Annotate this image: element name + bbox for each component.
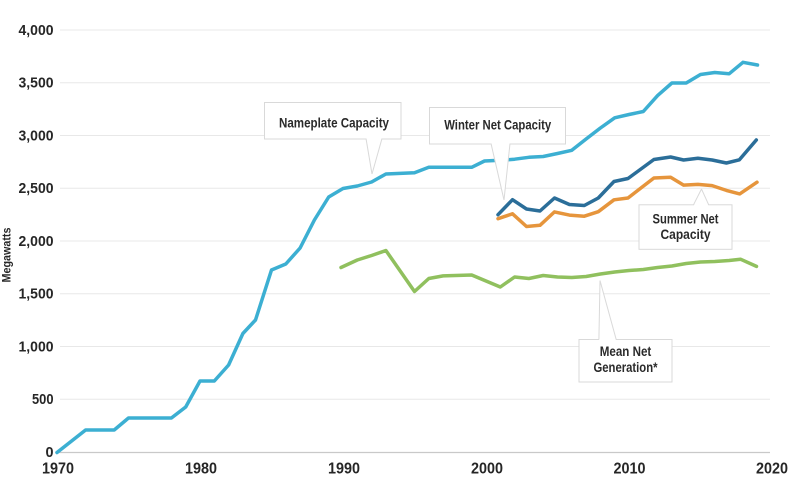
svg-text:Megawatts: Megawatts [0, 227, 13, 282]
svg-text:1990: 1990 [328, 461, 360, 478]
svg-text:4,000: 4,000 [19, 22, 54, 39]
svg-text:2020: 2020 [756, 461, 788, 478]
svg-text:500: 500 [32, 391, 54, 408]
svg-text:Generation*: Generation* [594, 359, 658, 375]
svg-text:Mean Net: Mean Net [600, 343, 652, 359]
svg-text:Winter Net Capacity: Winter Net Capacity [444, 117, 551, 133]
svg-text:1970: 1970 [42, 461, 74, 478]
svg-text:3,000: 3,000 [19, 127, 54, 144]
svg-text:1,000: 1,000 [19, 338, 54, 355]
svg-text:2000: 2000 [471, 461, 503, 478]
svg-text:0: 0 [46, 444, 54, 461]
svg-text:2,000: 2,000 [19, 233, 54, 250]
svg-text:3,500: 3,500 [19, 75, 54, 92]
svg-text:2010: 2010 [614, 461, 646, 478]
svg-text:Summer Net: Summer Net [653, 210, 719, 226]
svg-text:2,500: 2,500 [19, 180, 54, 197]
svg-text:Nameplate Capacity: Nameplate Capacity [279, 115, 389, 131]
svg-text:Capacity: Capacity [661, 226, 711, 242]
svg-text:1,500: 1,500 [19, 286, 54, 303]
svg-text:1980: 1980 [185, 461, 217, 478]
